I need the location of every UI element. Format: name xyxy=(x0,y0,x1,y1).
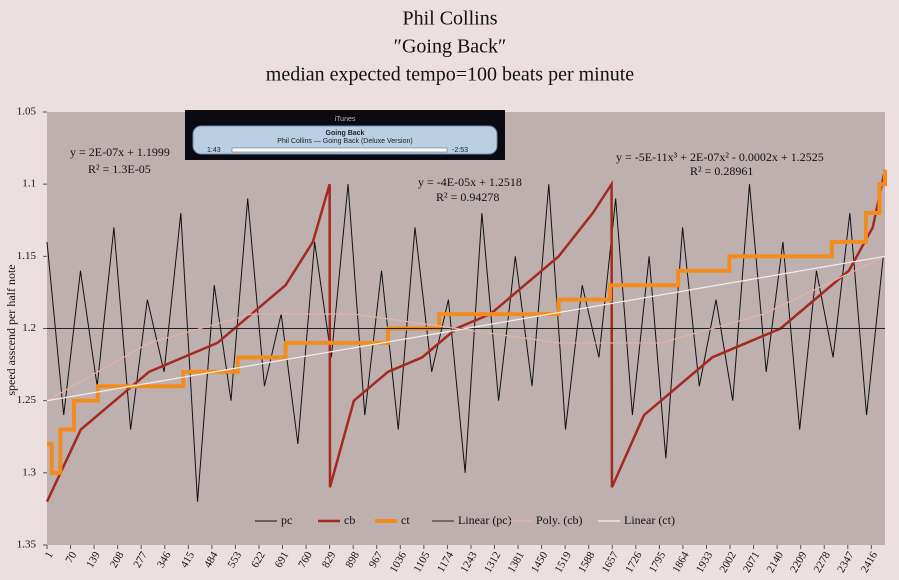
itunes-elapsed: 1:43 xyxy=(207,147,221,154)
y-tick-label: 1.2 xyxy=(22,322,36,334)
annotation: y = -5E-11x³ + 2E-07x² - 0.0002x + 1.252… xyxy=(616,150,824,164)
x-tick-label: 898 xyxy=(343,549,362,570)
y-tick-label: 1.25 xyxy=(17,394,37,406)
x-tick-label: 484 xyxy=(202,549,221,570)
x-tick-label: 1 xyxy=(43,550,56,561)
chart-subtitle: ″Going Back″ xyxy=(394,36,507,58)
legend-label: Poly. (cb) xyxy=(536,513,583,527)
x-tick-label: 70 xyxy=(63,549,79,565)
x-tick-label: 2416 xyxy=(859,549,881,574)
itunes-widget: iTunes Going Back Phil Collins — Going B… xyxy=(185,110,505,160)
chart-subtitle: median expected tempo=100 beats per minu… xyxy=(266,64,635,86)
legend-label: cb xyxy=(344,513,355,527)
legend-label: pc xyxy=(281,513,292,527)
x-tick-label: 1726 xyxy=(623,549,645,574)
y-axis-label: speed asscend per half note xyxy=(4,264,18,395)
y-tick-label: 1.05 xyxy=(17,106,37,118)
x-tick-label: 1450 xyxy=(529,549,551,574)
legend-label: Linear (pc) xyxy=(458,513,512,527)
x-tick-label: 1243 xyxy=(458,549,480,574)
x-tick-label: 2140 xyxy=(765,549,787,574)
x-tick-label: 277 xyxy=(131,549,150,570)
x-tick-label: 1588 xyxy=(576,549,598,574)
x-tick-label: 1795 xyxy=(647,549,669,574)
itunes-progress[interactable] xyxy=(231,147,448,153)
itunes-remaining: -2:53 xyxy=(452,147,468,154)
x-tick-label: 1657 xyxy=(600,549,622,574)
x-tick-label: 2209 xyxy=(788,549,810,574)
x-tick-label: 622 xyxy=(249,550,268,570)
legend-label: ct xyxy=(401,513,410,527)
x-tick-label: 760 xyxy=(296,549,315,570)
x-tick-label: 415 xyxy=(178,549,197,570)
x-tick-label: 208 xyxy=(108,549,127,570)
annotation: y = -4E-05x + 1.2518 xyxy=(418,175,522,189)
series-line xyxy=(46,255,886,402)
annotation: R² = 1.3E-05 xyxy=(88,162,151,176)
x-tick-label: 1381 xyxy=(505,550,526,575)
x-tick-label: 1105 xyxy=(411,549,432,574)
itunes-title: iTunes xyxy=(335,116,356,123)
plot-layer: 1.05 1.1 1.15 1.2 1.25 1.3 1.35 1 70 139 208 277 346… xyxy=(17,106,887,575)
chart-title: Phil Collins xyxy=(402,8,497,30)
itunes-artist: Phil Collins — Going Back (Deluxe Versio… xyxy=(277,138,412,145)
x-tick-label: 2071 xyxy=(741,550,762,575)
x-tick-label: 1174 xyxy=(435,549,456,574)
y-tick-label: 1.15 xyxy=(17,250,37,262)
x-tick-label: 829 xyxy=(320,549,339,570)
x-tick-label: 1036 xyxy=(388,549,410,574)
x-tick-label: 553 xyxy=(226,549,245,570)
itunes-track: Going Back xyxy=(326,130,365,137)
itunes-lcd xyxy=(192,125,498,155)
series-line xyxy=(45,169,887,503)
x-tick-label: 2347 xyxy=(835,549,857,574)
series-line xyxy=(46,255,886,402)
x-tick-label: 967 xyxy=(367,549,386,570)
annotation: R² = 0.94278 xyxy=(436,190,499,204)
x-tick-label: 1864 xyxy=(670,549,692,574)
legend-label: Linear (ct) xyxy=(624,513,675,527)
annotation: y = 2E-07x + 1.1999 xyxy=(70,145,170,159)
x-tick-label: 691 xyxy=(273,550,292,570)
y-tick-label: 1.35 xyxy=(17,539,37,551)
x-tick-label: 1933 xyxy=(694,549,716,574)
x-tick-label: 2002 xyxy=(717,550,738,575)
x-tick-label: 1312 xyxy=(482,550,503,575)
y-tick-label: 1.1 xyxy=(22,178,36,190)
x-tick-label: 346 xyxy=(155,549,174,570)
x-tick-label: 139 xyxy=(84,549,103,570)
annotation: R² = 0.28961 xyxy=(690,164,753,178)
x-tick-label: 1519 xyxy=(553,549,575,574)
x-tick-label: 2278 xyxy=(812,549,834,574)
y-tick-label: 1.3 xyxy=(22,466,36,478)
